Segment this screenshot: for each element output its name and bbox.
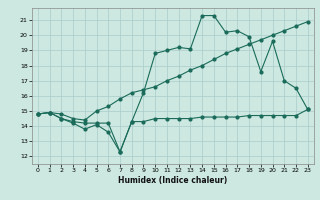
X-axis label: Humidex (Indice chaleur): Humidex (Indice chaleur) — [118, 176, 228, 185]
